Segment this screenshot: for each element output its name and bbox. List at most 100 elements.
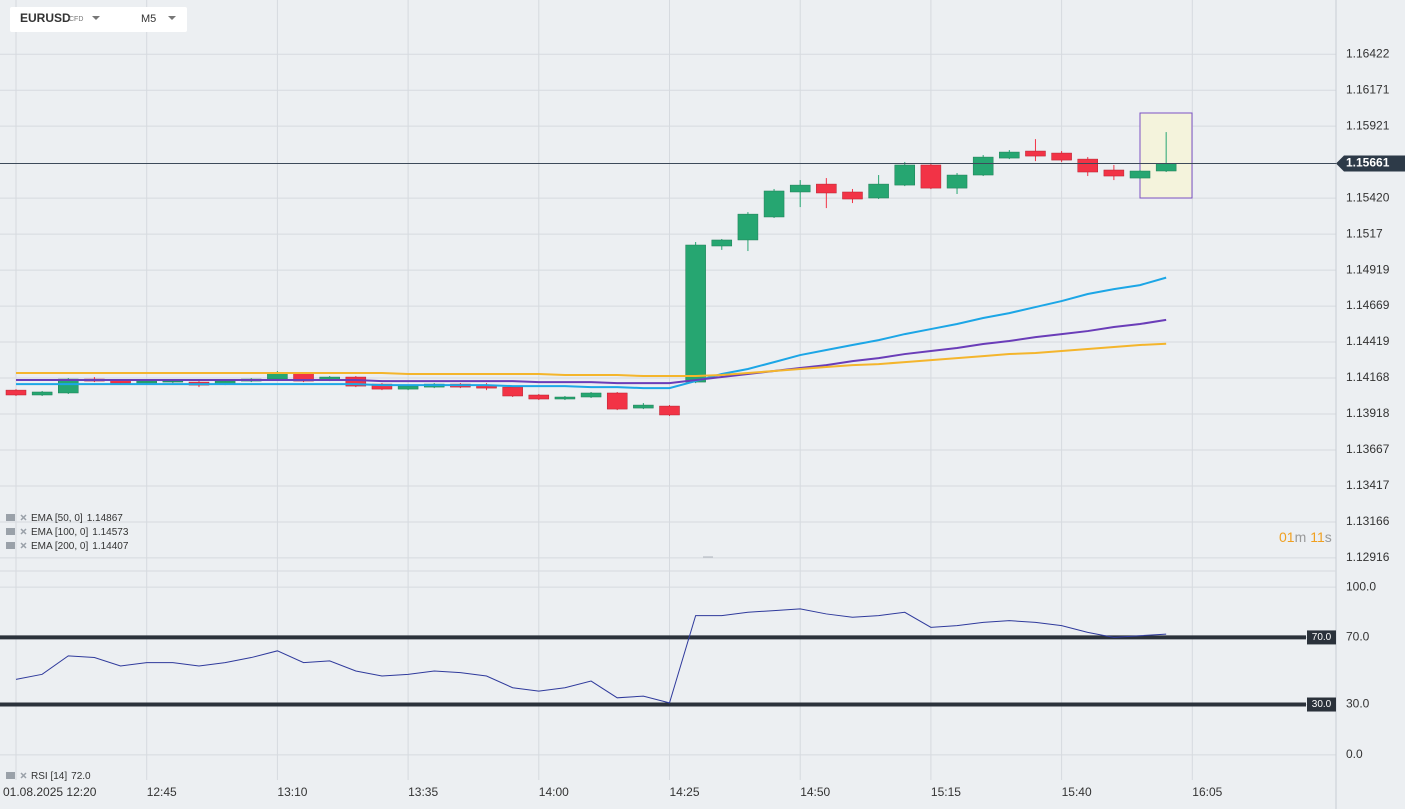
candle-body xyxy=(737,213,759,241)
y-tick-label: 1.12916 xyxy=(1346,550,1390,564)
candle-body xyxy=(685,244,706,383)
y-tick-label: 1.15420 xyxy=(1346,190,1390,204)
candle-body xyxy=(894,164,916,186)
candle-body xyxy=(606,392,628,410)
candle-body xyxy=(1103,169,1125,177)
x-tick-label: 14:25 xyxy=(670,785,700,799)
candle-body xyxy=(999,151,1020,159)
candle-body xyxy=(162,380,184,383)
x-tick-label: 15:40 xyxy=(1062,785,1092,799)
last-price-label: 1.15661 xyxy=(1346,156,1390,170)
legend-name: RSI [14] xyxy=(31,771,67,782)
candle-body xyxy=(1025,150,1046,157)
y-tick-label: 1.14168 xyxy=(1346,370,1390,384)
x-tick-label: 14:00 xyxy=(539,785,569,799)
y-tick-label: 1.16171 xyxy=(1346,82,1390,96)
candle-body xyxy=(554,396,576,400)
y-tick-label: 1.13417 xyxy=(1346,478,1390,492)
y-tick-label: 1.16422 xyxy=(1346,46,1390,60)
y-tick-label: 1.1517 xyxy=(1346,226,1383,240)
legend-icon[interactable] xyxy=(6,514,15,521)
x-tick-label: 15:15 xyxy=(931,785,961,799)
symbol-box[interactable]: EURUSD CFD M5 xyxy=(10,7,187,32)
ema-line xyxy=(16,276,1167,390)
symbol: EURUSD xyxy=(20,11,71,25)
candle-body xyxy=(972,156,994,176)
grid xyxy=(0,0,1336,780)
rsi-tick-label: 30.0 xyxy=(1346,697,1370,711)
legend-entry: EMA [50, 0] 1.14867 xyxy=(31,513,123,524)
candle-body xyxy=(816,183,837,194)
y-tick-label: 1.15921 xyxy=(1346,118,1390,132)
legend-icon[interactable] xyxy=(6,772,15,779)
ema-line xyxy=(16,342,1167,378)
countdown-unit: m xyxy=(1295,529,1307,545)
legend-value: 1.14407 xyxy=(92,541,129,552)
rsi-line xyxy=(15,608,1167,704)
legend-entry: RSI [14] 72.0 xyxy=(31,771,91,782)
legend-icon[interactable] xyxy=(6,528,15,535)
y-tick-label: 1.14919 xyxy=(1346,262,1390,276)
candle-body xyxy=(1129,170,1151,179)
candle-body xyxy=(633,404,654,409)
y-tick-label: 1.13166 xyxy=(1346,514,1390,528)
candle-body xyxy=(659,405,680,416)
legend-close[interactable] xyxy=(20,528,27,535)
candle-body xyxy=(31,391,53,396)
y-tick-label: 1.13918 xyxy=(1346,406,1390,420)
rsi-tick-label: 0.0 xyxy=(1346,747,1363,761)
candle-body xyxy=(711,239,733,247)
rsi-level-tag xyxy=(1307,697,1336,712)
candle-body xyxy=(789,184,811,193)
legend-name: EMA [200, 0] xyxy=(31,541,88,552)
candle-body xyxy=(946,174,968,189)
legend-name: EMA [50, 0] xyxy=(31,513,83,524)
candle-body xyxy=(371,383,393,390)
x-tick-label: 12:45 xyxy=(147,785,177,799)
legend-value: 72.0 xyxy=(71,771,91,782)
y-tick-label: 1.14419 xyxy=(1346,334,1390,348)
y-tick-label: 1.14669 xyxy=(1346,298,1390,312)
candle-body xyxy=(397,385,419,390)
legend-icon[interactable] xyxy=(6,542,15,549)
candle-body xyxy=(920,164,942,189)
dropdown-arrow[interactable] xyxy=(168,16,176,20)
dropdown-arrow[interactable] xyxy=(92,16,100,20)
rsi-level-label: 30.0 xyxy=(1312,699,1332,710)
x-tick-label: 14:50 xyxy=(800,785,830,799)
candle-body xyxy=(763,190,785,218)
candle-body xyxy=(136,380,157,384)
x-tick-label: 16:05 xyxy=(1192,785,1222,799)
legend-value: 1.14867 xyxy=(87,513,124,524)
candle-body xyxy=(1051,152,1072,161)
countdown: 01m 11s xyxy=(1279,529,1332,545)
rsi-level-tag xyxy=(1307,630,1336,645)
candle-body xyxy=(868,183,889,199)
candle-body xyxy=(58,378,79,394)
countdown-unit: s xyxy=(1325,529,1332,545)
legend-entry: EMA [100, 0] 1.14573 xyxy=(31,527,129,538)
y-tick-label: 1.13667 xyxy=(1346,442,1390,456)
rsi-level-label: 70.0 xyxy=(1312,632,1332,643)
candle-body xyxy=(502,386,523,397)
legend-close[interactable] xyxy=(20,514,27,521)
ema-line xyxy=(16,318,1167,385)
candle-body xyxy=(5,389,27,396)
legend-value: 1.14573 xyxy=(92,527,129,538)
candle-body xyxy=(1155,163,1177,172)
candle-body xyxy=(1077,158,1098,173)
symbol-kind: CFD xyxy=(69,16,83,23)
x-tick-label: 13:10 xyxy=(277,785,307,799)
timeframe: M5 xyxy=(141,13,156,25)
legend-close[interactable] xyxy=(20,772,27,779)
candle-body xyxy=(842,191,863,200)
legend-name: EMA [100, 0] xyxy=(31,527,88,538)
legend-close[interactable] xyxy=(20,542,27,549)
rsi-tick-label: 100.0 xyxy=(1346,579,1376,593)
x-tick-label: 13:35 xyxy=(408,785,438,799)
candle-body xyxy=(345,376,367,387)
x-tick-label: 01.08.2025 12:20 xyxy=(3,785,97,799)
rsi-tick-label: 70.0 xyxy=(1346,630,1370,644)
